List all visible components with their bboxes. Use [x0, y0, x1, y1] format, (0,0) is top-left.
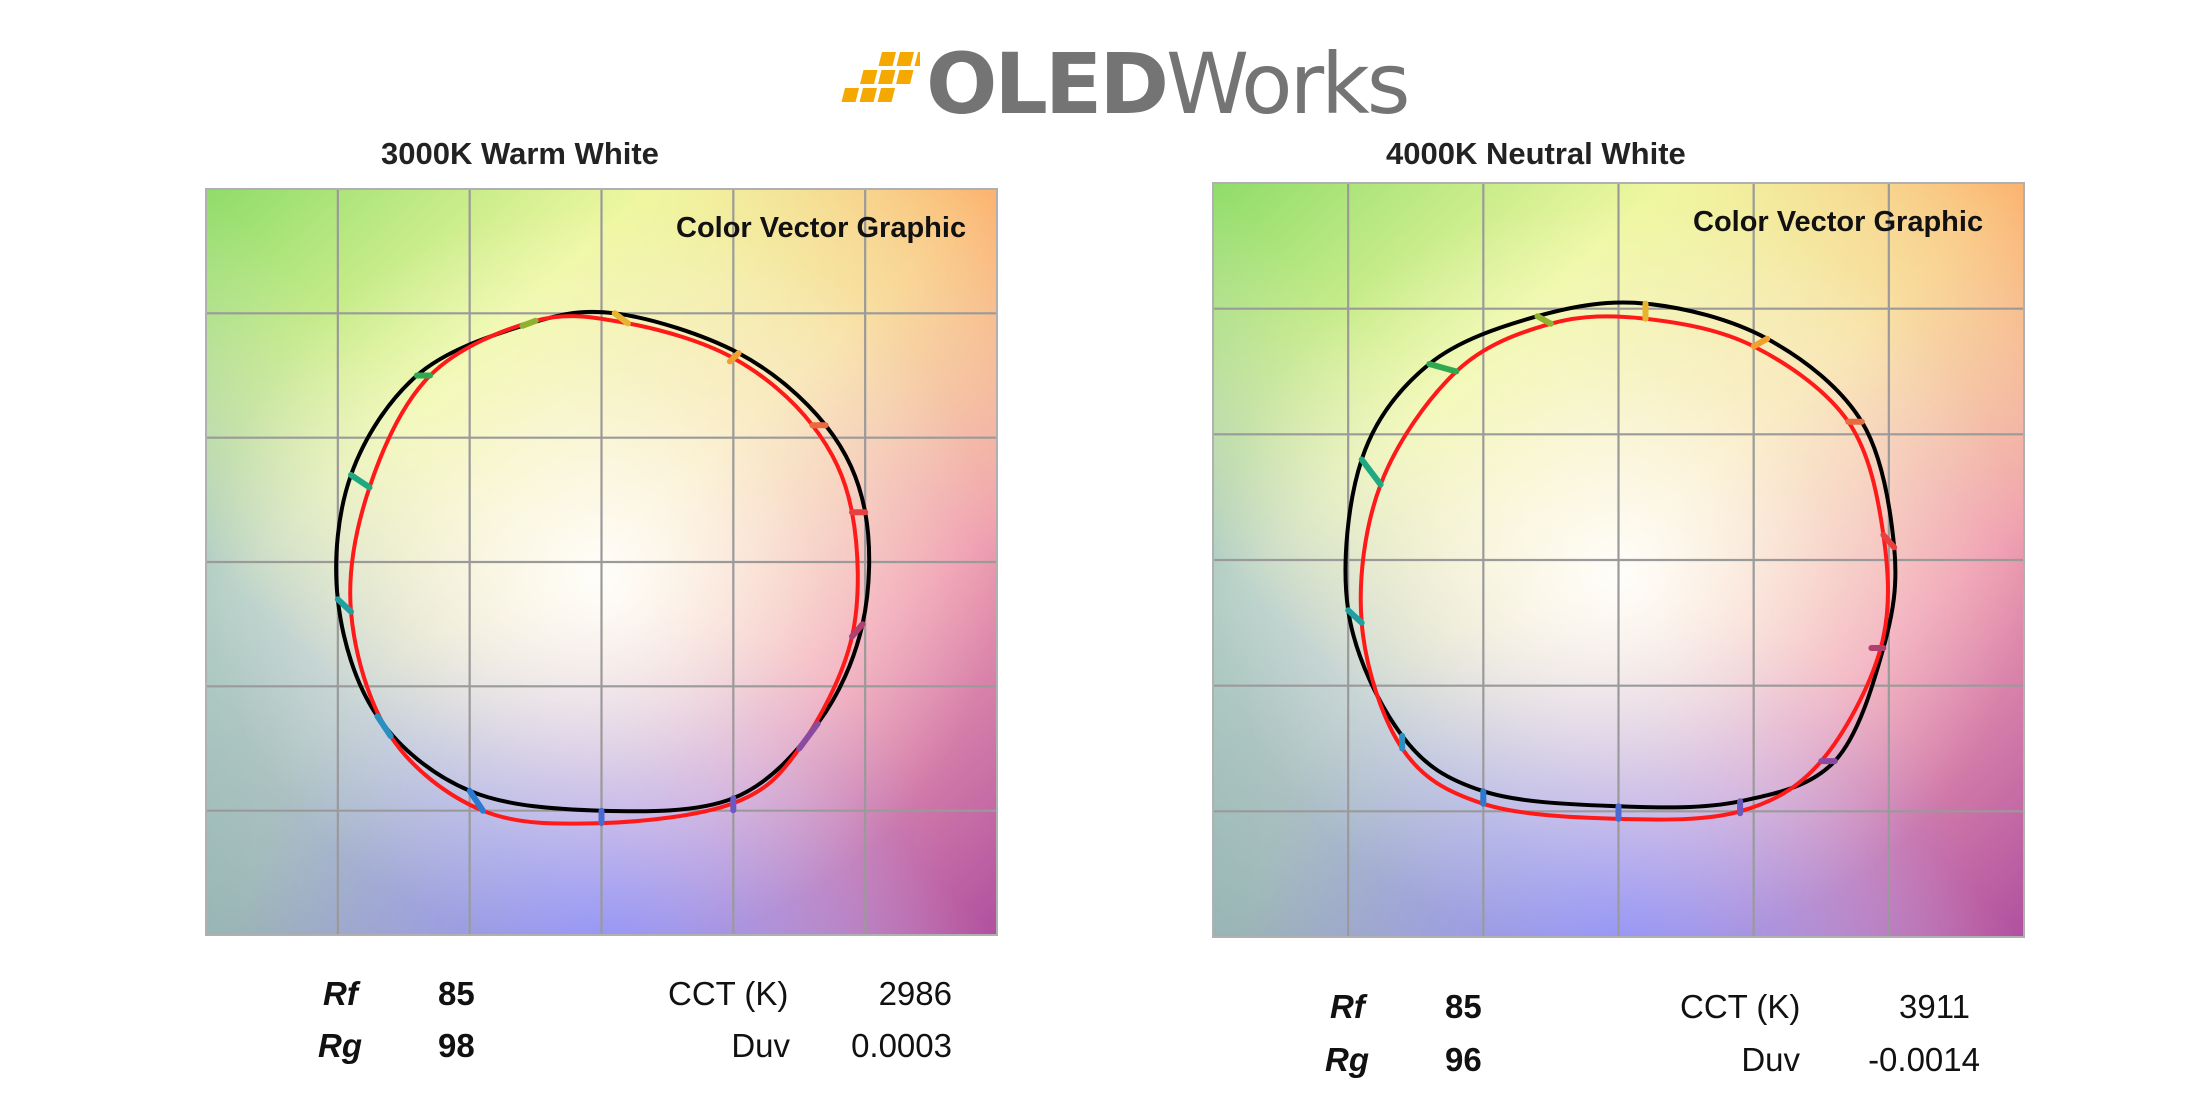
cct-value-2: 3911	[1899, 988, 1970, 1025]
logo-text-regular: Works	[1166, 35, 1410, 133]
hue-vector	[1358, 456, 1384, 488]
hue-vector	[374, 713, 394, 740]
chart-title-2: 4000K Neutral White	[1386, 136, 1686, 171]
hue-vector	[1426, 361, 1460, 375]
duv-label-2: Duv	[1741, 1041, 1800, 1078]
rf-label-2: Rf	[1330, 988, 1365, 1025]
hue-vector	[466, 787, 486, 814]
reference-curve	[334, 309, 872, 814]
hue-vector	[1345, 607, 1365, 626]
rg-label-2: Rg	[1325, 1041, 1369, 1078]
duv-value-1: 0.0003	[851, 1027, 952, 1064]
rg-value-2: 96	[1445, 1041, 1482, 1078]
cct-label-2: CCT (K)	[1680, 988, 1801, 1025]
cct-label-1: CCT (K)	[668, 975, 789, 1012]
hue-vector	[348, 472, 373, 491]
plot-border	[205, 188, 998, 936]
duv-value-2: -0.0014	[1868, 1041, 1980, 1078]
rg-label-1: Rg	[318, 1027, 362, 1064]
chart-annotation-2: Color Vector Graphic	[1693, 206, 1984, 238]
hue-vector	[1880, 531, 1898, 551]
test-curve	[348, 314, 860, 826]
hue-vector	[334, 596, 354, 615]
rg-value-1: 98	[438, 1027, 475, 1064]
logo-mark-icon	[841, 52, 920, 102]
hue-vector	[1750, 335, 1771, 350]
chart-title-1: 3000K Warm White	[381, 136, 659, 171]
hue-vector	[726, 350, 742, 365]
hue-vector	[611, 310, 631, 327]
hue-vector	[519, 317, 539, 329]
chart-annotation-1: Color Vector Graphic	[676, 212, 967, 244]
hue-vector	[849, 621, 866, 640]
oledworks-logo: OLEDWorks	[838, 36, 1411, 132]
cct-value-1: 2986	[878, 975, 952, 1012]
rf-value-2: 85	[1445, 988, 1482, 1025]
color-vector-graphic-4000k	[1212, 182, 2025, 938]
rf-label-1: Rf	[323, 975, 358, 1012]
hue-vector	[796, 720, 821, 752]
rf-value-1: 85	[438, 975, 475, 1012]
hue-vector	[1534, 313, 1554, 327]
logo-text-bold: OLED	[926, 35, 1169, 133]
logo-text: OLEDWorks	[926, 35, 1411, 133]
color-vector-graphic-3000k	[205, 188, 998, 936]
duv-label-1: Duv	[731, 1027, 790, 1064]
plot-border	[1212, 182, 2025, 938]
